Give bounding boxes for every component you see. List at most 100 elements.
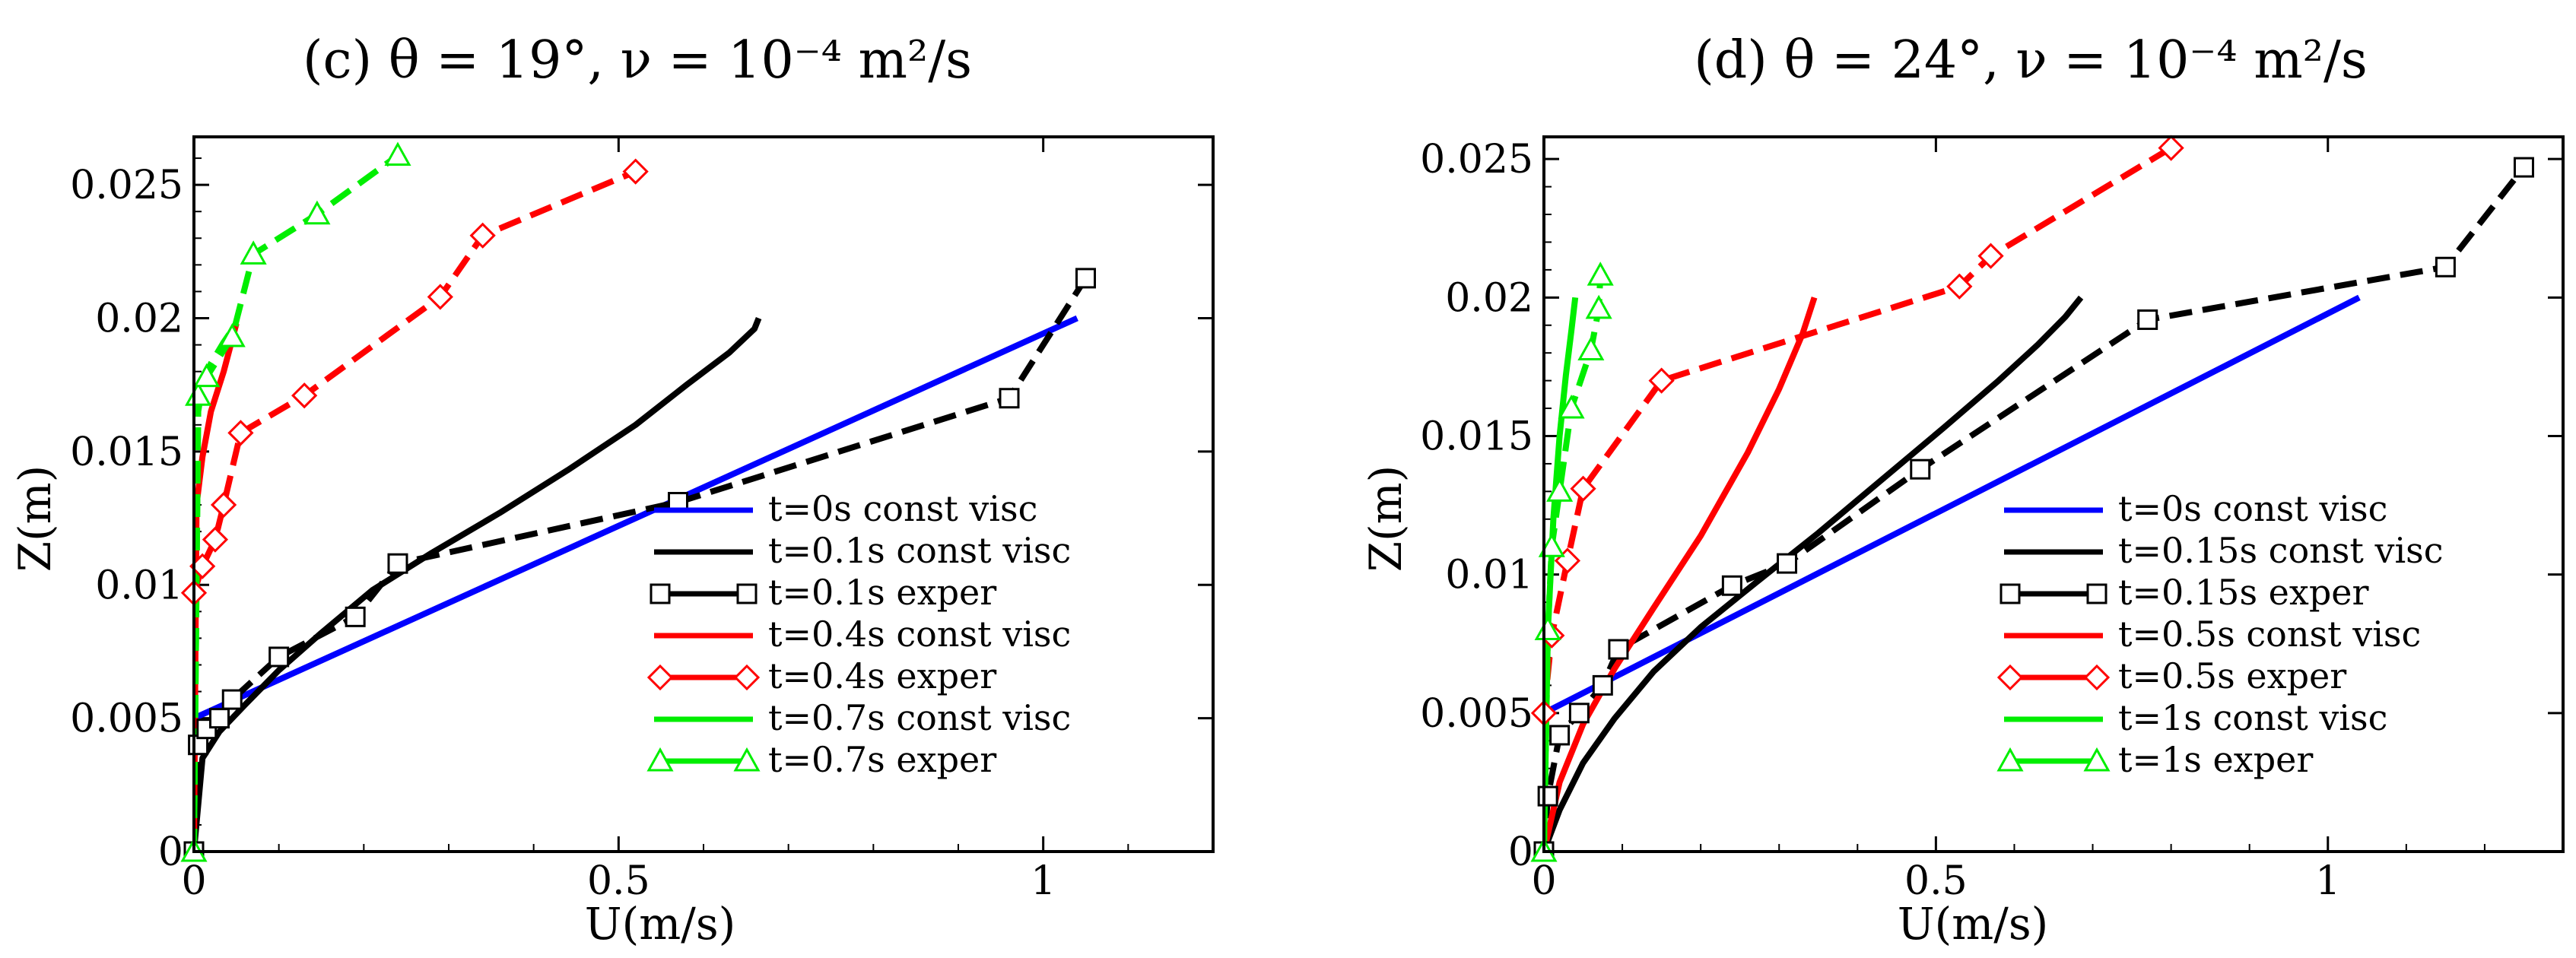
series-line (194, 317, 762, 852)
data-point (1721, 575, 1742, 596)
data-point (240, 240, 267, 265)
data-point (303, 200, 331, 225)
data-point (1558, 394, 1585, 419)
panel-d: (d) θ = 24°, ν = 10⁻⁴ m²/s U(m/s) Z(m) 0… (1360, 30, 2565, 950)
legend-marker (1996, 664, 2024, 691)
data-point (2435, 256, 2456, 278)
data-point (622, 158, 649, 185)
data-point (384, 141, 411, 167)
legend-label: t=1s const visc (2118, 697, 2387, 738)
data-point (1538, 533, 1565, 557)
series-line (1544, 297, 1818, 852)
data-point (469, 222, 496, 249)
legend-label: t=1s exper (2118, 739, 2313, 780)
x-tick-label: 0 (1531, 858, 1556, 904)
legend-label: t=0s const visc (768, 488, 1037, 529)
y-tick-label: 0.015 (1420, 414, 1533, 459)
y-tick-label: 0.005 (1420, 691, 1533, 737)
y-tick-label: 0.005 (70, 696, 183, 742)
y-tick-label: 0.02 (1445, 275, 1533, 321)
data-point (209, 708, 230, 729)
data-point (185, 382, 212, 406)
data-point (221, 689, 243, 710)
data-point (2513, 157, 2534, 178)
y-tick-label: 0.02 (95, 297, 183, 342)
data-point (1534, 616, 1561, 641)
data-point (1577, 336, 1605, 361)
data-point (2158, 135, 2184, 161)
y-tick-label: 0.01 (1445, 553, 1533, 598)
data-point (1977, 243, 2004, 269)
data-point (218, 322, 246, 347)
legend-label: t=0s const visc (2118, 488, 2387, 529)
data-point (227, 420, 254, 446)
y-tick-label: 0.025 (70, 163, 183, 208)
y-tick-label: 0.01 (95, 563, 183, 608)
data-point (1546, 477, 1574, 502)
legend-label: t=0.5s const visc (2118, 614, 2421, 655)
legend-marker (2086, 583, 2107, 604)
y-tick-label: 0.015 (70, 430, 183, 475)
data-point (1910, 458, 1931, 480)
y-tick-label: 0 (1508, 830, 1533, 875)
panel-title: (d) θ = 24°, ν = 10⁻⁴ m²/s (1694, 30, 2368, 90)
data-point (387, 553, 408, 574)
data-point (1568, 703, 1590, 724)
x-axis-label: U(m/s) (1898, 898, 2048, 950)
legend-marker (736, 583, 758, 604)
data-point (1946, 273, 1973, 300)
legend-marker (733, 664, 761, 691)
legend-marker (2083, 664, 2111, 691)
y-tick-label: 0.025 (1420, 137, 1533, 182)
legend-label: t=0.1s const visc (768, 530, 1071, 571)
legend-marker (1996, 747, 2024, 772)
legend-label: t=0.15s const visc (2118, 530, 2444, 571)
legend-label: t=0.7s exper (768, 739, 996, 780)
panel-c: (c) θ = 19°, ν = 10⁻⁴ m²/s U(m/s) Z(m) 0… (9, 30, 1215, 950)
data-point (1549, 725, 1571, 746)
legend-marker (2083, 747, 2111, 772)
plot-frame (1542, 135, 2565, 853)
legend-label: t=0.4s const visc (768, 614, 1071, 655)
data-point (1777, 553, 1798, 574)
data-point (1648, 367, 1675, 394)
x-tick-label: 0 (181, 858, 206, 904)
legend-marker (646, 664, 674, 691)
data-point (1570, 475, 1596, 502)
x-tick-label: 1 (2315, 858, 2340, 904)
legend-marker (733, 747, 761, 772)
data-point (202, 526, 229, 553)
y-tick-label: 0 (158, 830, 183, 875)
legend-label: t=0.4s exper (768, 655, 996, 696)
y-axis-label: Z(m) (1360, 465, 1412, 573)
series-line (194, 315, 1078, 722)
data-point (1585, 294, 1612, 319)
plot-frame (192, 135, 1215, 853)
panel-title: (c) θ = 19°, ν = 10⁻⁴ m²/s (303, 30, 972, 90)
y-axis-label: Z(m) (9, 465, 61, 573)
data-point (1587, 262, 1614, 286)
data-point (1592, 674, 1613, 696)
data-point (1537, 785, 1558, 807)
legend-marker (1999, 583, 2021, 604)
data-point (345, 606, 366, 627)
data-point (193, 363, 221, 388)
x-tick-label: 0.5 (1904, 858, 1968, 904)
legend-label: t=0.5s exper (2118, 655, 2346, 696)
data-point (291, 382, 318, 409)
data-point (1608, 639, 1629, 660)
data-point (268, 646, 290, 668)
data-point (999, 388, 1020, 409)
data-point (2137, 309, 2158, 330)
legend-marker (646, 747, 674, 772)
legend-marker (650, 583, 671, 604)
legend-label: t=0.15s exper (2118, 572, 2369, 613)
data-point (1075, 268, 1096, 289)
x-tick-label: 1 (1031, 858, 1056, 904)
data-point (210, 491, 237, 519)
x-tick-label: 0.5 (587, 858, 650, 904)
x-axis-label: U(m/s) (585, 898, 735, 950)
series-line (194, 168, 637, 595)
legend-label: t=0.1s exper (768, 572, 996, 613)
